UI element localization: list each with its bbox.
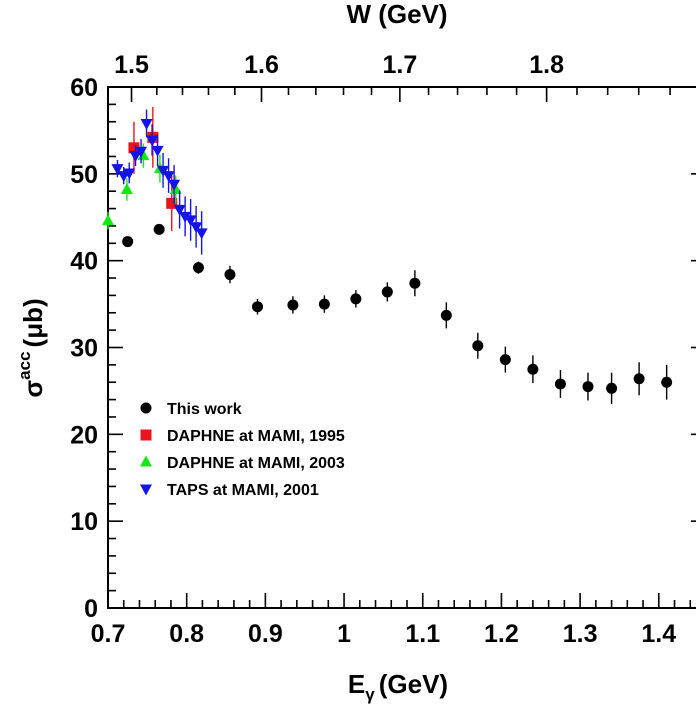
- legend-marker: [140, 484, 152, 496]
- legend-marker: [140, 455, 152, 467]
- data-point: [120, 182, 133, 194]
- data-point: [146, 135, 159, 147]
- data-point: [318, 298, 330, 310]
- data-point: [554, 378, 566, 390]
- x-tick-label: 1.1: [405, 620, 440, 648]
- top-axis-title: W (GeV): [346, 0, 447, 29]
- x-tick-label: 0.8: [169, 620, 204, 648]
- data-point: [153, 223, 165, 235]
- data-point: [122, 236, 134, 248]
- data-point: [179, 211, 192, 223]
- legend-label: This work: [167, 401, 242, 418]
- x-axis-subscript: γ: [365, 685, 375, 704]
- legend-label: DAPHNE at MAMI, 1995: [167, 428, 345, 445]
- x-tick-label: 1.4: [641, 620, 676, 648]
- series-3: [111, 109, 208, 255]
- top-tick-label: 1.7: [382, 51, 417, 79]
- data-point: [499, 354, 511, 366]
- x-axis-unit: (GeV): [379, 669, 448, 699]
- data-point: [409, 277, 421, 289]
- top-tick-label: 1.8: [529, 51, 564, 79]
- data-point: [381, 286, 393, 298]
- x-axis-symbol: E: [348, 669, 365, 699]
- axis-ticks: [107, 86, 696, 609]
- y-tick-label: 20: [70, 421, 98, 449]
- plot-border: [107, 86, 696, 609]
- y-tick-label: 60: [70, 74, 98, 102]
- data-point: [195, 228, 208, 240]
- data-point: [135, 146, 148, 158]
- legend-label: TAPS at MAMI, 2001: [167, 482, 319, 499]
- data-point: [151, 145, 164, 157]
- y-tick-label: 50: [70, 161, 98, 189]
- data-point: [169, 182, 182, 194]
- plot-frame: [107, 86, 696, 609]
- data-point: [192, 262, 204, 274]
- data-point: [129, 151, 142, 163]
- y-tick-label: 40: [70, 248, 98, 276]
- data-point: [123, 168, 136, 180]
- data-marks: [102, 106, 673, 404]
- data-point: [661, 376, 673, 388]
- data-point: [184, 215, 197, 227]
- data-point: [162, 171, 175, 183]
- x-tick-label: 1.2: [484, 620, 519, 648]
- legend-marker: [140, 429, 152, 441]
- data-point: [173, 204, 186, 216]
- data-point: [128, 142, 140, 154]
- data-point: [440, 309, 452, 321]
- series-0: [122, 223, 673, 404]
- data-point: [166, 197, 178, 209]
- top-tick-label: 1.6: [244, 51, 279, 79]
- data-point: [527, 363, 539, 375]
- data-point: [224, 269, 236, 281]
- data-point: [287, 299, 299, 311]
- x-tick-label: 0.9: [248, 620, 283, 648]
- y-axis-symbol: σ: [18, 380, 48, 398]
- data-point: [606, 382, 618, 394]
- data-point: [168, 179, 181, 191]
- y-tick-label: 30: [70, 335, 98, 363]
- x-tick-label: 0.7: [91, 620, 126, 648]
- data-point: [190, 222, 203, 234]
- data-point: [582, 381, 594, 393]
- data-point: [633, 373, 645, 385]
- legend-label: DAPHNE at MAMI, 2003: [167, 455, 345, 472]
- data-point: [140, 118, 153, 130]
- series-1: [128, 106, 178, 232]
- top-tick-label: 1.5: [114, 51, 149, 79]
- y-axis-superscript: acc: [15, 351, 34, 379]
- data-point: [111, 164, 124, 176]
- data-point: [350, 293, 362, 305]
- y-tick-label: 0: [84, 595, 98, 623]
- data-point: [102, 214, 114, 226]
- y-axis-title: σacc (μb): [15, 298, 48, 397]
- y-axis-unit: (μb): [18, 298, 48, 347]
- legend-marker: [140, 402, 152, 414]
- data-point: [252, 301, 263, 313]
- tick-labels: 0.7 0.8 0.9 1 1.1 1.2 1.3 1.4 0 10 20 30 40 50 60 1.5 1.…: [70, 51, 676, 648]
- legend: This work DAPHNE at MAMI, 1995 DAPHNE at M…: [140, 401, 345, 499]
- x-axis-title: Eγ (GeV): [348, 669, 448, 704]
- x-tick-label: 1: [337, 620, 351, 648]
- x-tick-label: 1.3: [563, 620, 598, 648]
- data-point: [472, 340, 484, 352]
- y-tick-label: 10: [70, 508, 98, 536]
